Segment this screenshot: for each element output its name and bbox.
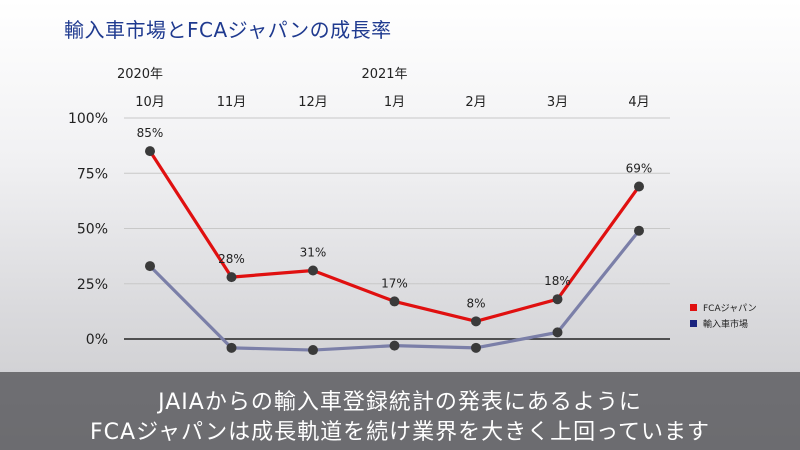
y-tick-label: 75% [77, 166, 108, 182]
y-tick-label: 25% [77, 277, 108, 293]
data-point [552, 294, 563, 305]
data-point [471, 316, 481, 327]
year-label: 2020年 [117, 67, 163, 82]
legend-swatch [690, 304, 697, 311]
chart-title: 輸入車市場とFCAジャパンの成長率 [64, 18, 392, 42]
y-tick-label: 0% [86, 332, 108, 348]
data-label: 17% [381, 276, 408, 290]
data-label: 28% [218, 252, 245, 266]
legend-swatch [690, 320, 697, 327]
data-label: 31% [300, 245, 327, 259]
data-point [226, 342, 237, 353]
data-label: 18% [544, 274, 571, 288]
data-point [552, 327, 563, 338]
subtitle-bar [0, 372, 800, 450]
data-label: 69% [626, 162, 653, 176]
series-line [148, 149, 641, 323]
data-point [226, 272, 237, 283]
data-point [308, 345, 318, 356]
legend-label: 輸入車市場 [703, 318, 748, 330]
y-tick-label: 100% [68, 111, 108, 127]
x-tick-label: 2月 [465, 95, 486, 110]
data-point [308, 265, 318, 276]
subtitle-line-2: FCAジャパンは成長軌道を続け業界を大きく上回っています [90, 420, 710, 445]
data-point [634, 181, 644, 192]
x-tick-label: 3月 [547, 95, 568, 110]
y-tick-label: 50% [77, 222, 108, 238]
line-chart: 100% 75% 50% 25% 0% 2020年 2021年 10月 11月 12月 1月 2月 3月… [68, 67, 757, 356]
x-tick-label: 10月 [135, 95, 165, 110]
x-tick-label: 11月 [217, 95, 247, 110]
data-point [145, 146, 155, 157]
x-tick-label: 4月 [628, 95, 649, 110]
data-label: 85% [137, 126, 164, 140]
subtitle-line-1: JAIAからの輸入車登録統計の発表にあるように [158, 390, 642, 415]
data-point [634, 225, 644, 236]
data-point [145, 261, 155, 272]
year-label: 2021年 [361, 67, 407, 82]
data-point [389, 296, 400, 307]
data-point [471, 342, 481, 353]
x-tick-label: 1月 [384, 95, 405, 110]
legend-label: FCAジャパン [703, 303, 757, 314]
data-label: 8% [466, 296, 485, 310]
x-tick-label: 12月 [298, 95, 328, 110]
data-point [389, 340, 400, 351]
